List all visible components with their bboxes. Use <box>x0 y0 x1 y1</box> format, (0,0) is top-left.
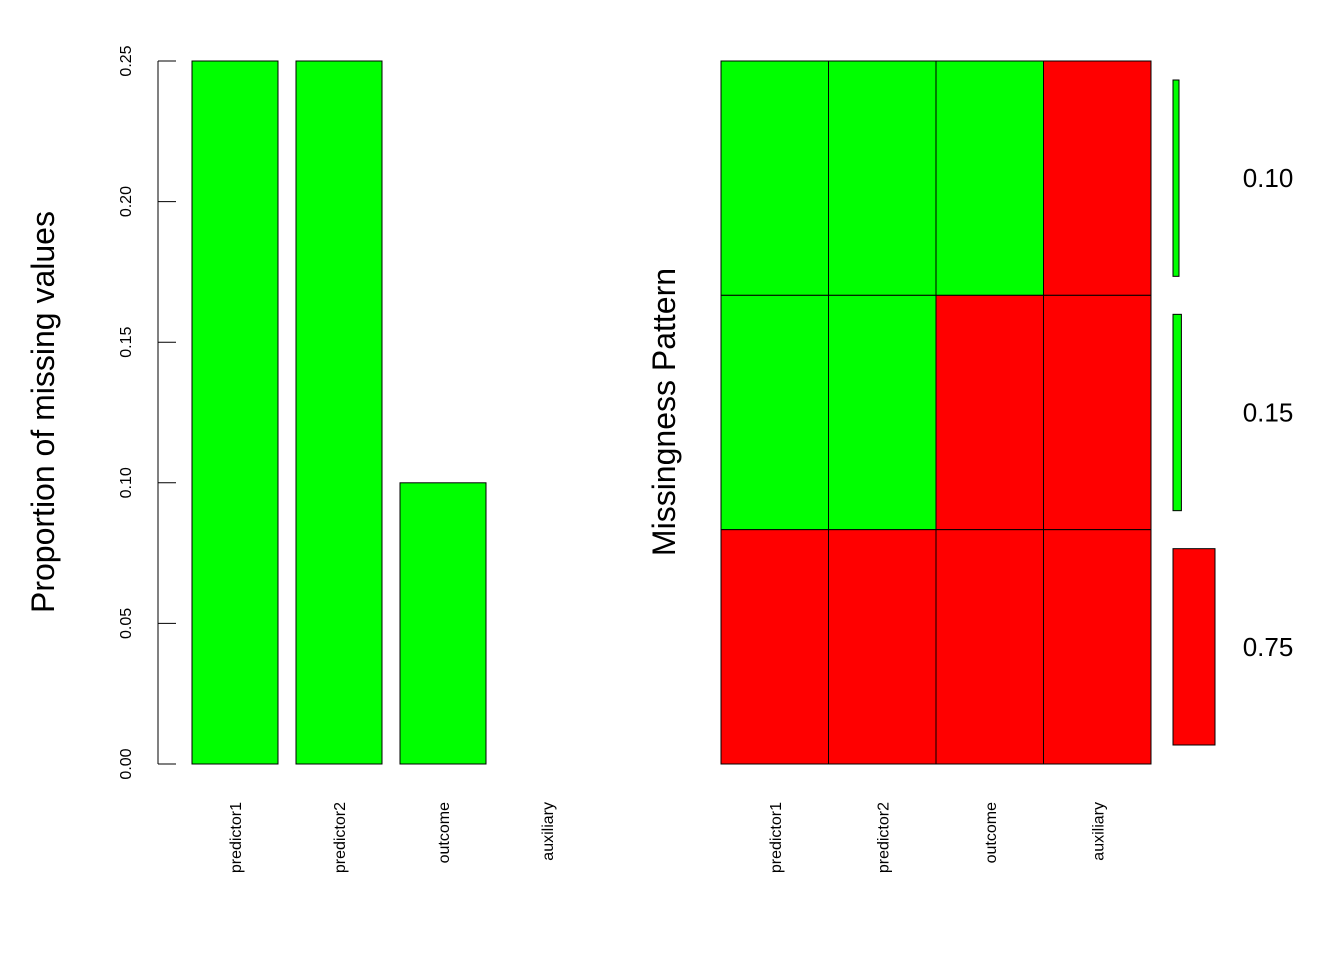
pattern-y-axis-title: Missingness Pattern <box>646 268 682 556</box>
pattern-x-axis-labels: predictor1 predictor2 outcome auxiliary <box>768 802 1108 873</box>
missingness-pattern-heatmap: Missingness Pattern 0.10 0.15 0.75 predict… <box>646 60 1294 873</box>
pattern-cell-missing <box>1043 60 1152 296</box>
pattern-cell-observed <box>828 60 937 296</box>
pattern-cell-observed <box>828 294 937 531</box>
pattern-cell-observed <box>935 60 1044 296</box>
pattern-proportion-label: 0.15 <box>1243 398 1294 428</box>
pattern-cell-missing <box>1043 529 1152 765</box>
bar-y-tick-label: 0.15 <box>118 327 135 358</box>
bar-x-label-predictor2: predictor2 <box>332 802 349 873</box>
pattern-cell-observed <box>720 60 829 296</box>
bar-y-tick-label: 0.05 <box>118 608 135 639</box>
pattern-cell-missing <box>1043 294 1152 531</box>
bar-y-axis-title: Proportion of missing values <box>25 211 61 613</box>
pattern-proportion-bar <box>1172 79 1180 277</box>
pattern-cell-missing <box>935 294 1044 531</box>
pattern-x-label-predictor2: predictor2 <box>875 802 892 873</box>
pattern-proportion-bar <box>1172 548 1216 746</box>
pattern-x-label-predictor1: predictor1 <box>768 802 785 873</box>
pattern-proportion-bar <box>1172 313 1182 512</box>
pattern-x-label-outcome: outcome <box>983 802 1000 863</box>
bar-x-label-predictor1: predictor1 <box>228 802 245 873</box>
pattern-proportion-label: 0.75 <box>1243 632 1294 662</box>
bar-x-axis-labels: predictor1 predictor2 outcome auxiliary <box>228 802 557 873</box>
bar-series <box>191 60 487 765</box>
bar-y-tick-label: 0.25 <box>118 45 135 76</box>
pattern-cell-observed <box>720 294 829 531</box>
bar-predictor1 <box>191 60 279 765</box>
pattern-proportion-label: 0.10 <box>1243 163 1294 193</box>
bar-y-tick-label: 0.00 <box>118 748 135 779</box>
bar-y-axis: 0.00 0.05 0.10 0.15 0.20 0.25 <box>118 45 176 780</box>
pattern-cells <box>720 60 1152 765</box>
pattern-proportion-labels: 0.10 0.15 0.75 <box>1243 163 1294 662</box>
bar-x-label-outcome: outcome <box>436 802 453 863</box>
pattern-proportion-bars <box>1172 79 1216 746</box>
pattern-cell-missing <box>720 529 829 765</box>
bar-outcome <box>399 482 487 765</box>
bar-x-label-auxiliary: auxiliary <box>540 802 557 861</box>
pattern-x-label-auxiliary: auxiliary <box>1090 802 1107 861</box>
bar-predictor2 <box>295 60 383 765</box>
missing-proportion-bar-chart: Proportion of missing values 0.00 0.05 0.1… <box>25 45 557 873</box>
pattern-cell-missing <box>828 529 937 765</box>
bar-y-tick-label: 0.10 <box>118 467 135 498</box>
bar-y-tick-label: 0.20 <box>118 186 135 217</box>
pattern-cell-missing <box>935 529 1044 765</box>
